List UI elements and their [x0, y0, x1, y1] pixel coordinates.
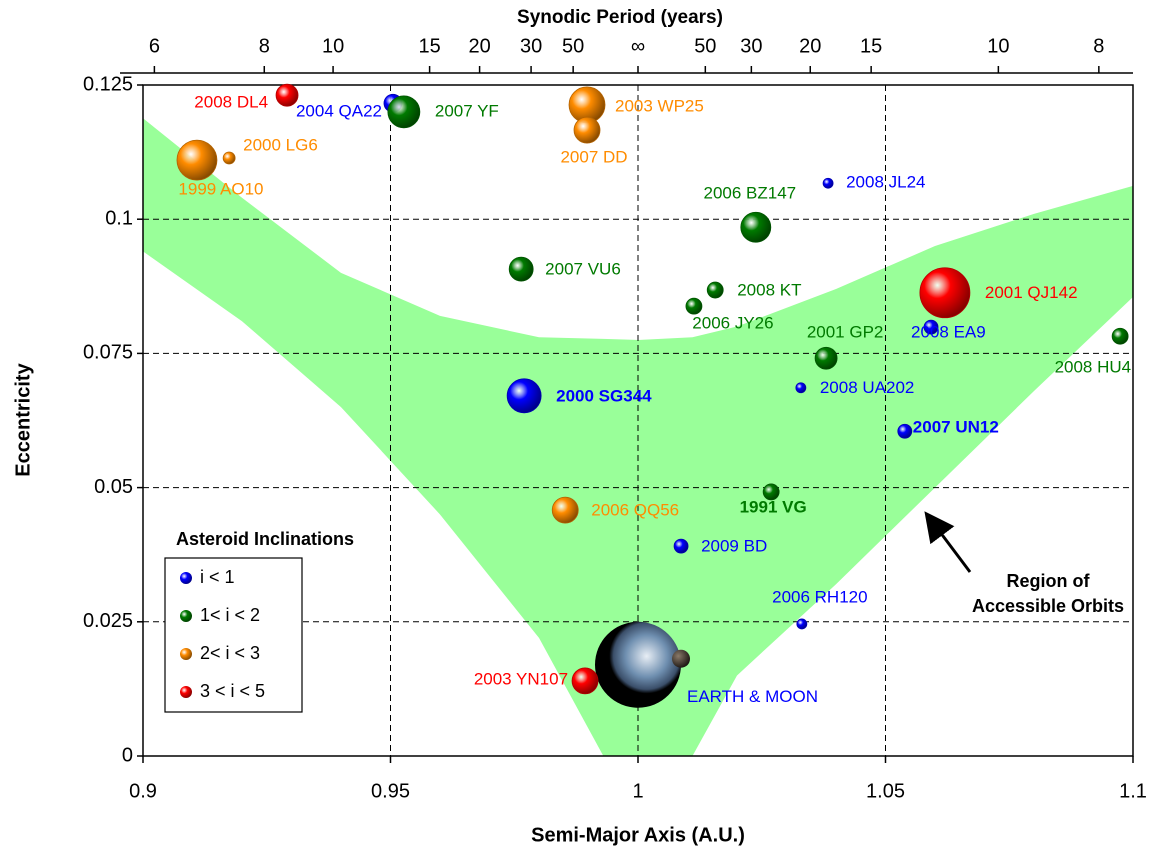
x-tick-label: 1.05	[866, 780, 905, 802]
bubble	[686, 298, 702, 314]
legend-label: 3 < i < 5	[200, 681, 265, 701]
point-label: 2003 YN107	[474, 669, 568, 688]
top-tick-label: 20	[799, 35, 821, 57]
top-tick-label: ∞	[631, 35, 645, 57]
bubble	[177, 140, 217, 180]
bubble	[796, 383, 806, 393]
point-label: 2007 YF	[435, 101, 499, 120]
point-label: 2004 QA22	[296, 102, 382, 121]
x-tick-label: 0.95	[371, 780, 410, 802]
bubble	[574, 117, 600, 143]
point-label: 2003 WP25	[615, 96, 704, 115]
bubble	[507, 379, 541, 413]
y-tick-label: 0.075	[83, 342, 133, 364]
legend-label: 1< i < 2	[200, 605, 260, 625]
point-label: 2000 SG344	[556, 386, 652, 405]
legend-title: Asteroid Inclinations	[176, 529, 354, 549]
point-label: 2008 KT	[737, 281, 801, 300]
bubble	[815, 347, 837, 369]
legend-marker	[180, 610, 192, 622]
point-label: 2008 JL24	[846, 173, 925, 192]
top-tick-label: 30	[740, 35, 762, 57]
earth-marker	[595, 622, 681, 708]
y-tick-label: 0.125	[83, 73, 133, 95]
point-label: 2006 QQ56	[591, 501, 679, 520]
y-tick-label: 0.05	[94, 476, 133, 498]
point-label: 2007 UN12	[913, 418, 999, 437]
y-tick-label: 0.1	[105, 207, 133, 229]
bubble	[741, 212, 771, 242]
legend: i < 1 1< i < 2 2< i < 3 3 < i < 5	[165, 558, 302, 712]
bubble	[552, 497, 578, 523]
top-tick-label: 20	[468, 35, 490, 57]
moon-marker	[672, 650, 690, 668]
point-label: 2008 EA9	[911, 323, 986, 342]
point-label: 2008 HU4	[1055, 358, 1132, 377]
bubble	[707, 282, 723, 298]
legend-label: i < 1	[200, 567, 235, 587]
bubble	[509, 257, 533, 281]
bubble	[572, 668, 598, 694]
point-label: 1991 VG	[740, 497, 807, 516]
y-tick-label: 0	[122, 744, 133, 766]
legend-marker	[180, 686, 192, 698]
chart: 0 0.025 0.05 0.075 0.1 0.125 0.9 0.95 1 1.05 1.1 6 8…	[0, 0, 1154, 853]
point-label: 2001 QJ142	[985, 283, 1078, 302]
bubble	[823, 178, 833, 188]
top-tick-label: 10	[987, 35, 1009, 57]
top-tick-label: 6	[149, 35, 160, 57]
point-label: 2008 DL4	[194, 93, 268, 112]
top-tick-label: 50	[694, 35, 716, 57]
y-tick-label: 0.025	[83, 610, 133, 632]
point-label: 2006 JY26	[692, 314, 773, 333]
point-label: 2006 RH120	[772, 587, 867, 606]
bubble	[276, 84, 298, 106]
top-tick-label: 10	[322, 35, 344, 57]
y-axis-title: Eccentricity	[12, 362, 34, 476]
point-label: 2007 DD	[560, 148, 627, 167]
point-label: 2009 BD	[701, 537, 767, 556]
legend-label: 2< i < 3	[200, 643, 260, 663]
point-label: 2007 VU6	[545, 260, 621, 279]
top-tick-label: 30	[520, 35, 542, 57]
top-tick-label: 50	[562, 35, 584, 57]
bubble	[898, 424, 912, 438]
point-label: 2008 UA202	[820, 378, 915, 397]
legend-marker	[180, 648, 192, 660]
top-tick-label: 8	[1093, 35, 1104, 57]
legend-marker	[180, 572, 192, 584]
bubble	[797, 619, 807, 629]
x-axis-title: Semi-Major Axis (A.U.)	[531, 824, 745, 846]
bubble	[223, 152, 235, 164]
bubble	[388, 96, 420, 128]
top-tick-label: 15	[418, 35, 440, 57]
point-label: 2000 LG6	[243, 135, 318, 154]
annotation-arrow	[928, 516, 970, 572]
top-tick-label: 15	[860, 35, 882, 57]
region-label: Accessible Orbits	[972, 596, 1124, 616]
x-tick-label: 1	[632, 780, 643, 802]
top-tick-label: 8	[259, 35, 270, 57]
earth-label: EARTH & MOON	[687, 687, 818, 706]
top-axis-title: Synodic Period (years)	[517, 7, 723, 28]
point-label: 1999 AO10	[178, 180, 263, 199]
bubble	[920, 268, 970, 318]
point-label: 2006 BZ147	[703, 184, 796, 203]
x-tick-label: 1.1	[1119, 780, 1147, 802]
x-tick-label: 0.9	[129, 780, 157, 802]
bubble	[674, 539, 688, 553]
point-label: 2001 GP2	[807, 323, 884, 342]
bubble	[1112, 328, 1128, 344]
region-label: Region of	[1007, 571, 1091, 591]
